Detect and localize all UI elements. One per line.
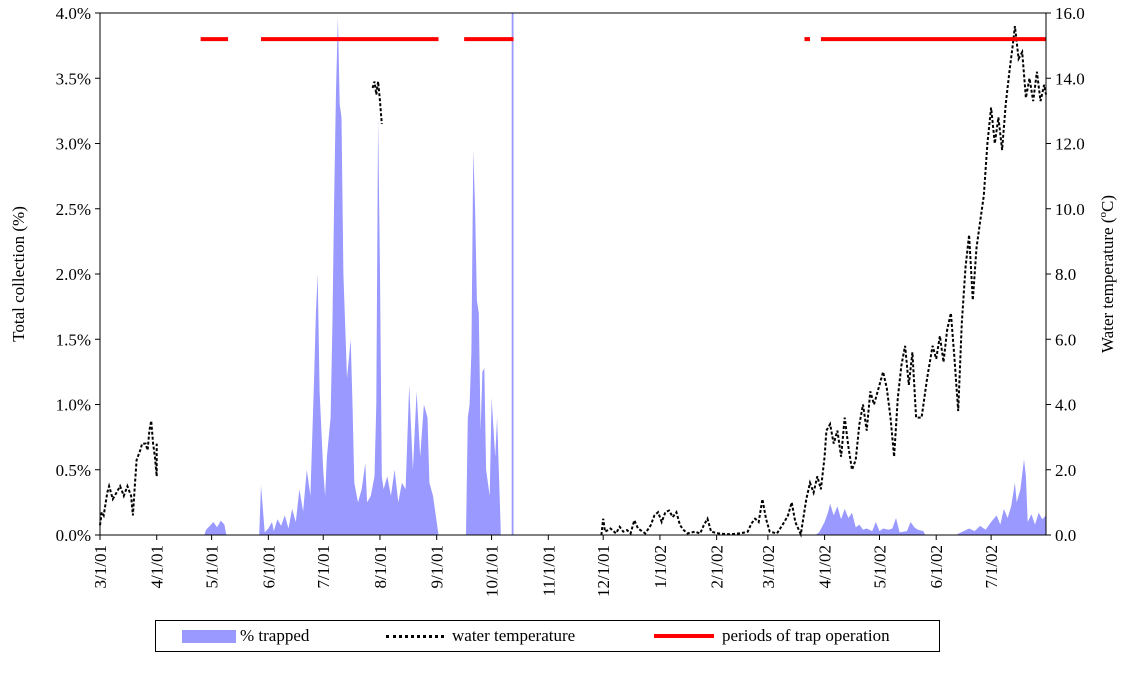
legend-item-temperature: water temperature <box>386 627 575 645</box>
left-axis: 0.0% 0.5% 1.0% 1.5% 2.0% 2.5% 3.0% 3.5% 4.0% <box>56 4 100 545</box>
right-axis-tick-label: 14.0 <box>1055 69 1085 88</box>
right-axis-tick-label: 8.0 <box>1055 265 1076 284</box>
y-axis-left-label: Total collection (%) <box>9 206 28 342</box>
plot-area <box>99 13 1047 538</box>
plot-frame <box>99 12 1047 536</box>
x-axis-tick-label: 4/1/02 <box>816 545 835 588</box>
x-axis-tick-label: 7/1/02 <box>982 545 1001 588</box>
right-axis-tick-label: 10.0 <box>1055 200 1085 219</box>
legend-item-trapped: % trapped <box>182 627 309 645</box>
legend-swatch-operation <box>654 634 714 638</box>
x-axis-tick-label: 11/1/01 <box>539 545 558 596</box>
x-axis-tick-label: 3/1/02 <box>759 545 778 588</box>
x-axis-tick-label: 5/1/01 <box>203 545 222 588</box>
legend-item-operation: periods of trap operation <box>654 627 890 645</box>
series-temperature-line-2 <box>600 25 1047 538</box>
x-axis-tick-label: 12/1/01 <box>594 545 613 597</box>
series-temperature-line-0 <box>99 420 158 526</box>
x-axis-tick-label: 4/1/01 <box>148 545 167 588</box>
chart: 0.0% 0.5% 1.0% 1.5% 2.0% 2.5% 3.0% 3.5% 4.0% 0.0… <box>9 4 1117 597</box>
left-axis-tick-label: 0.0% <box>56 526 91 545</box>
legend-swatch-trapped <box>182 629 236 643</box>
x-axis-tick-label: 9/1/01 <box>428 545 447 588</box>
legend: % trapped water temperature periods of t… <box>155 620 940 652</box>
right-axis-tick-label: 2.0 <box>1055 461 1076 480</box>
x-axis-tick-label: 7/1/01 <box>314 545 333 588</box>
left-axis-tick-label: 4.0% <box>56 4 91 23</box>
right-axis-tick-label: 6.0 <box>1055 330 1076 349</box>
series-temperature-line-1 <box>371 81 383 124</box>
y-axis-right-label-main: Water temperature ( <box>1098 217 1117 353</box>
x-axis-tick-label: 5/1/02 <box>871 545 890 588</box>
y-axis-right-label-sup: o <box>1097 212 1109 218</box>
legend-swatch-temperature <box>386 634 444 638</box>
x-axis-tick-label: 6/1/02 <box>927 545 946 588</box>
right-axis-tick-label: 4.0 <box>1055 396 1076 415</box>
x-axis: 3/1/01 4/1/01 5/1/01 6/1/01 7/1/01 8/1/01 9/1/… <box>91 535 1001 597</box>
left-axis-tick-label: 3.0% <box>56 135 91 154</box>
x-axis-tick-label: 2/1/02 <box>708 545 727 588</box>
x-axis-tick-label: 6/1/01 <box>259 545 278 588</box>
series-trapped-area <box>204 13 1047 535</box>
x-axis-tick-label: 8/1/01 <box>371 545 390 588</box>
right-axis: 0.0 2.0 4.0 6.0 8.0 10.0 12.0 14.0 16.0 <box>1046 4 1085 545</box>
left-axis-tick-label: 3.5% <box>56 69 91 88</box>
x-axis-tick-label: 1/1/02 <box>651 545 670 588</box>
left-axis-tick-label: 0.5% <box>56 461 91 480</box>
left-axis-tick-label: 2.5% <box>56 200 91 219</box>
y-axis-right-label: Water temperature (oC) <box>1097 195 1117 353</box>
legend-label-operation: periods of trap operation <box>722 626 890 645</box>
right-axis-tick-label: 12.0 <box>1055 135 1085 154</box>
x-axis-tick-label: 10/1/01 <box>483 545 502 597</box>
right-axis-tick-label: 0.0 <box>1055 526 1076 545</box>
legend-label-trapped: % trapped <box>240 626 310 645</box>
x-axis-tick-label: 3/1/01 <box>91 545 110 588</box>
right-axis-tick-label: 16.0 <box>1055 4 1085 23</box>
left-axis-tick-label: 1.0% <box>56 396 91 415</box>
legend-label-temperature: water temperature <box>452 626 576 645</box>
left-axis-tick-label: 1.5% <box>56 330 91 349</box>
left-axis-tick-label: 2.0% <box>56 265 91 284</box>
y-axis-right-label-end: C) <box>1098 195 1117 212</box>
